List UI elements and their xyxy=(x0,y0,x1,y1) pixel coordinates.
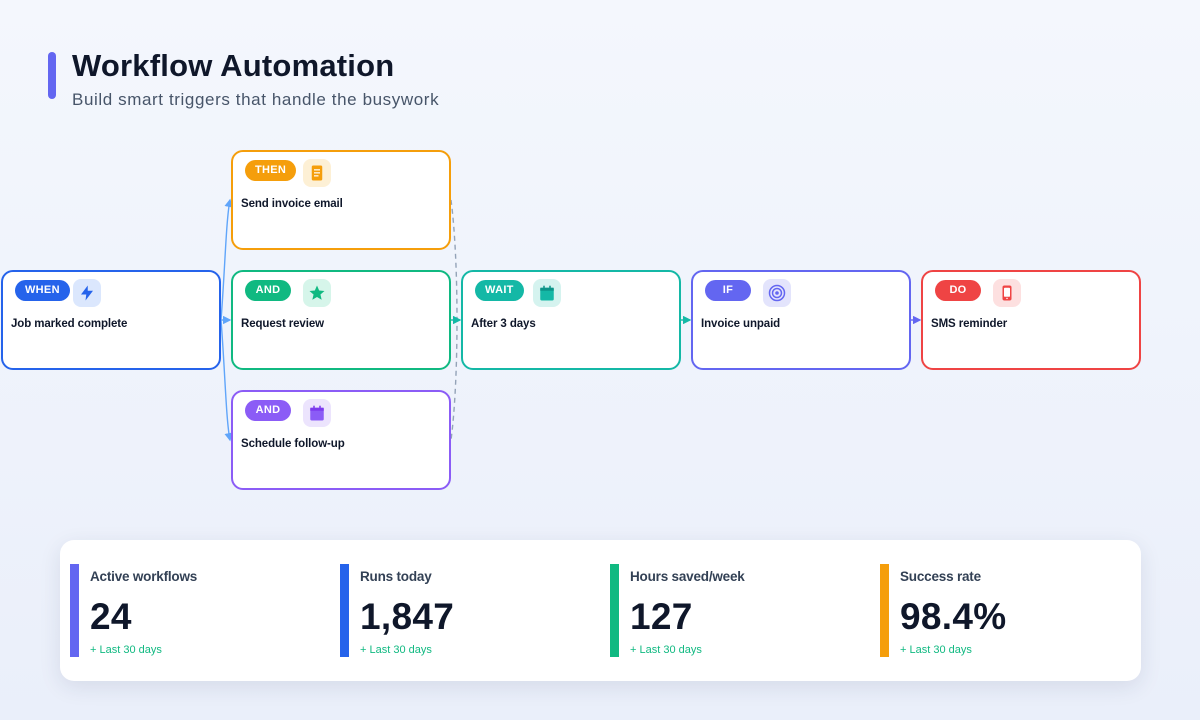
node-tag-when: WHEN xyxy=(15,280,70,301)
connector-when-then xyxy=(220,198,233,321)
phone-icon xyxy=(993,279,1021,307)
node-tag-then: THEN xyxy=(245,160,297,181)
stat-delta: + Last 30 days xyxy=(360,644,432,656)
node-tag-wait: WAIT xyxy=(475,280,524,301)
workflow-node-when[interactable]: WHEN Job marked complete xyxy=(1,270,221,370)
workflow-node-if[interactable]: IF Invoice unpaid xyxy=(691,270,911,370)
node-label-and-schedule: Schedule follow-up xyxy=(241,438,345,450)
stat-value: 98.4% xyxy=(900,596,1007,637)
node-tag-and-review: AND xyxy=(245,280,291,301)
stats-card: Active workflows 24 + Last 30 days Runs … xyxy=(60,540,1141,681)
workflow-node-do[interactable]: DO SMS reminder xyxy=(921,270,1141,370)
stat-label: Success rate xyxy=(900,569,981,584)
calendar-icon xyxy=(303,399,331,427)
target-icon xyxy=(763,279,791,307)
stat-accent-bar xyxy=(340,564,349,657)
node-label-wait: After 3 days xyxy=(471,318,536,330)
stat-label: Runs today xyxy=(360,569,432,584)
stat-value: 1,847 xyxy=(360,596,455,637)
node-label-then: Send invoice email xyxy=(241,198,343,210)
star-icon xyxy=(303,279,331,307)
stat-hours-saved: Hours saved/week 127 + Last 30 days xyxy=(610,564,870,658)
connector-branches-merge xyxy=(450,199,458,441)
stat-active-workflows: Active workflows 24 + Last 30 days xyxy=(70,564,330,658)
node-label-and-review: Request review xyxy=(241,318,324,330)
workflow-node-wait[interactable]: WAIT After 3 days xyxy=(461,270,681,370)
node-label-do: SMS reminder xyxy=(931,318,1008,330)
page-title: Workflow Automation xyxy=(72,48,395,83)
stat-delta: + Last 30 days xyxy=(900,644,972,656)
stat-value: 127 xyxy=(630,596,693,637)
stat-accent-bar xyxy=(610,564,619,657)
node-tag-if: IF xyxy=(705,280,751,301)
stat-delta: + Last 30 days xyxy=(90,644,162,656)
stat-value: 24 xyxy=(90,596,132,637)
stat-label: Active workflows xyxy=(90,569,198,584)
stat-accent-bar xyxy=(70,564,79,657)
node-tag-and-schedule: AND xyxy=(245,400,291,421)
stat-label: Hours saved/week xyxy=(630,569,745,584)
stat-accent-bar xyxy=(880,564,889,657)
connector-when-schedule xyxy=(220,319,233,442)
node-tag-do: DO xyxy=(935,280,981,301)
stat-runs-today: Runs today 1,847 + Last 30 days xyxy=(340,564,600,658)
document-icon xyxy=(303,159,331,187)
calendar-icon xyxy=(533,279,561,307)
title-accent-bar xyxy=(48,52,56,99)
node-label-when: Job marked complete xyxy=(11,318,128,330)
workflow-node-and-schedule[interactable]: AND Schedule follow-up xyxy=(231,390,451,490)
stat-success-rate: Success rate 98.4% + Last 30 days xyxy=(880,564,1140,658)
node-label-if: Invoice unpaid xyxy=(701,318,781,330)
workflow-node-then[interactable]: THEN Send invoice email xyxy=(231,150,451,250)
lightning-icon xyxy=(73,279,101,307)
workflow-node-and-review[interactable]: AND Request review xyxy=(231,270,451,370)
stat-delta: + Last 30 days xyxy=(630,644,702,656)
page-subtitle: Build smart triggers that handle the bus… xyxy=(72,90,440,109)
